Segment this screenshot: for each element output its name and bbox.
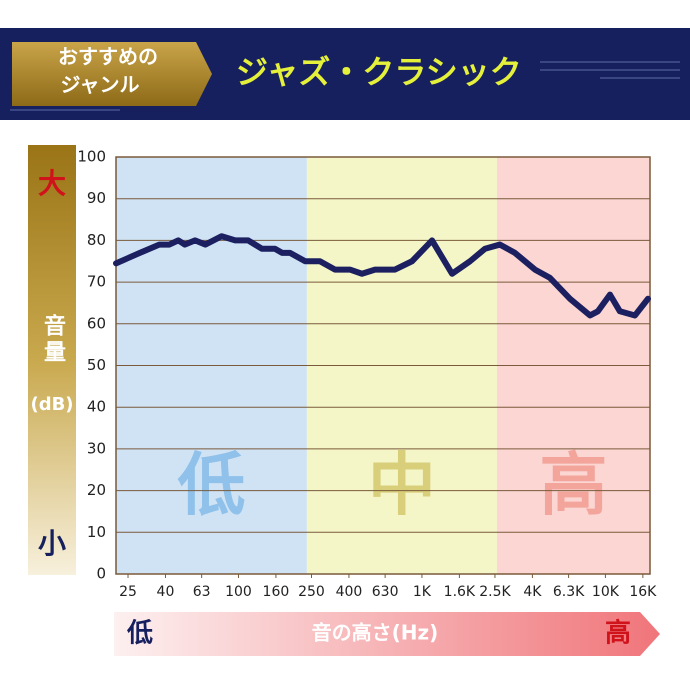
x-tick-label: 16K: [629, 584, 657, 600]
y-label: 音量: [40, 313, 66, 366]
band-label: 高: [539, 447, 607, 526]
y-tick-label: 40: [87, 398, 106, 416]
y-tick-label: 50: [87, 356, 106, 374]
x-tick-label: 40: [157, 584, 175, 600]
x-tick-label: 1.6K: [444, 584, 476, 600]
y-tick-label: 20: [87, 481, 106, 499]
x-right-label: 高: [605, 618, 631, 649]
x-tick-label: 25: [119, 584, 137, 600]
y-tick-label: 60: [87, 314, 106, 332]
x-tick-label: 1K: [413, 584, 432, 600]
y-tick-label: 10: [87, 523, 106, 541]
badge-text: おすすめの: [58, 45, 158, 69]
y-tick-label: 0: [96, 565, 106, 583]
x-tick-label: 6.3K: [553, 584, 585, 600]
x-tick-label: 63: [193, 584, 211, 600]
band-label: 低: [177, 447, 245, 526]
x-tick-label: 400: [336, 584, 363, 600]
x-tick-label: 630: [372, 584, 399, 600]
x-arrow: [114, 612, 660, 656]
x-tick-label: 250: [298, 584, 325, 600]
badge-text: ジャンル: [61, 73, 140, 97]
x-left-label: 低: [126, 619, 153, 649]
x-tick-label: 2.5K: [479, 584, 511, 600]
y-tick-label: 90: [87, 189, 106, 207]
x-tick-label: 160: [263, 584, 290, 600]
x-label: 音の高さ(Hz): [312, 621, 439, 645]
x-tick-label: 4K: [523, 584, 542, 600]
y-top-label: 大: [38, 167, 66, 200]
plot-border: [115, 156, 651, 575]
line: [113, 233, 651, 319]
band-label: 中: [368, 447, 436, 526]
y-gradient: [28, 145, 76, 575]
y-tick-label: 30: [87, 439, 106, 457]
badge: [12, 42, 212, 106]
x-tick-label: 100: [225, 584, 252, 600]
chart-title: ジャズ・クラシック: [236, 53, 522, 91]
x-tick-label: 10K: [592, 584, 620, 600]
y-tick-label: 100: [77, 148, 106, 166]
y-label: (dB): [30, 394, 73, 415]
header-deco: [10, 61, 680, 111]
y-tick-label: 70: [87, 273, 106, 291]
y-tick-label: 80: [87, 231, 106, 249]
y-bottom-label: 小: [38, 527, 66, 560]
